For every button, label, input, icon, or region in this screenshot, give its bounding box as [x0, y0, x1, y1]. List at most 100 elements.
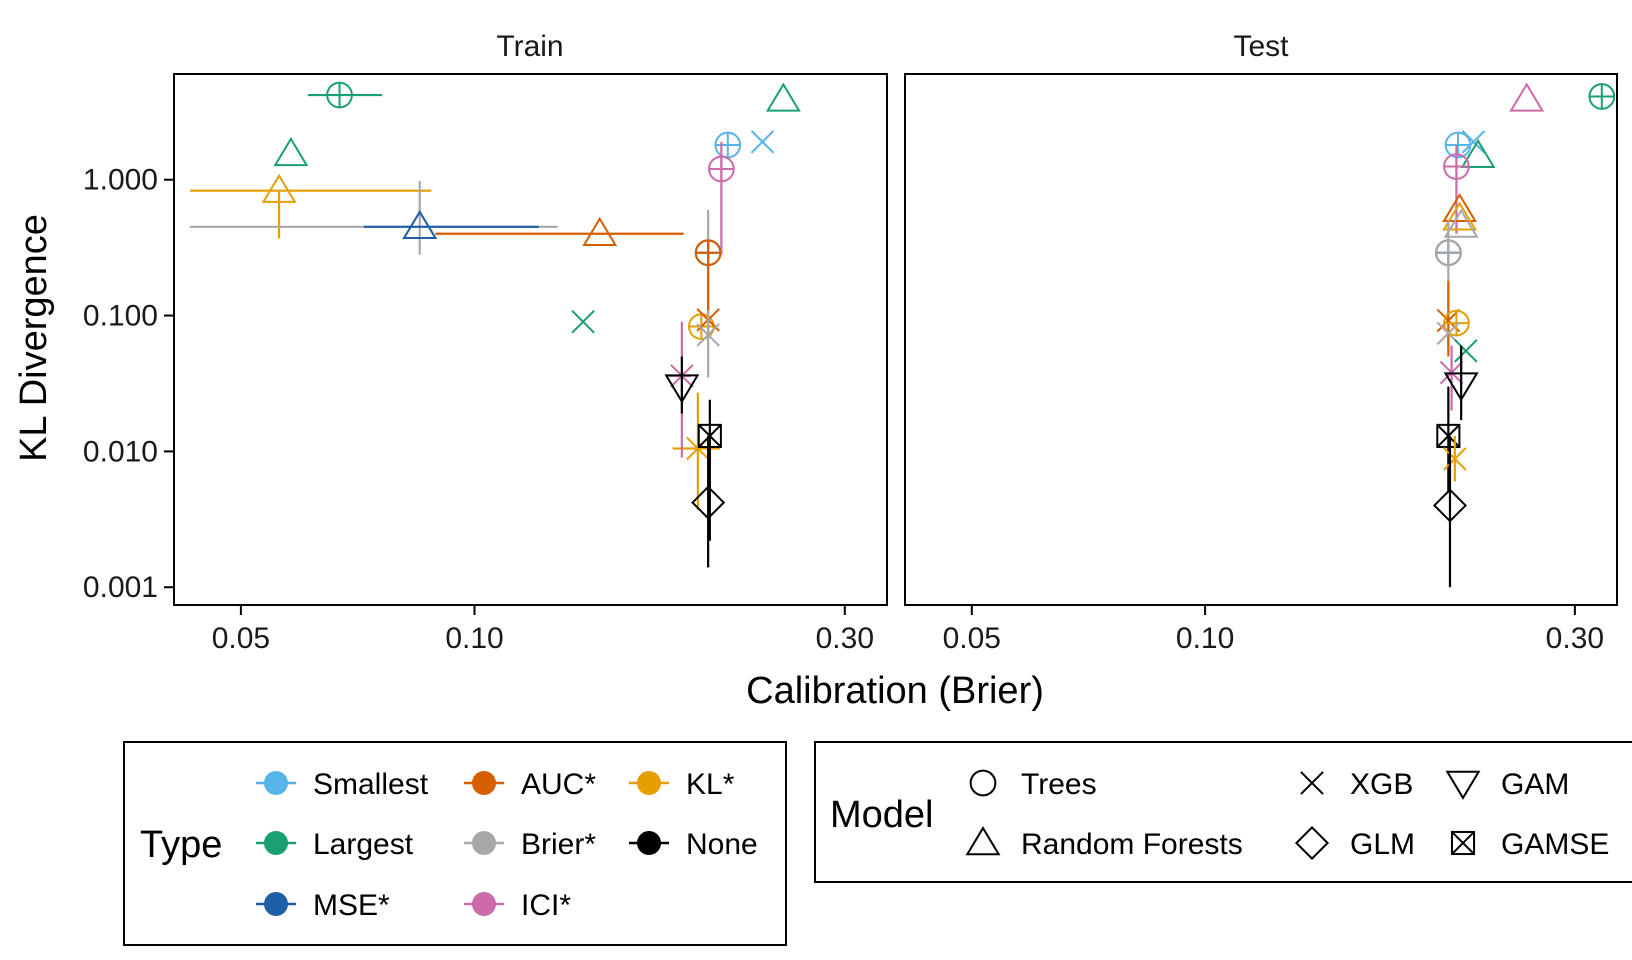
point-train-5-triangle [582, 216, 618, 246]
model-legend-shape-4 [1294, 825, 1330, 861]
panel-train-title: Train [496, 30, 563, 63]
point-train-20-triangle [664, 374, 700, 404]
point-train-21-square [697, 423, 722, 448]
type-legend-dot-0 [264, 771, 288, 795]
x-tick-label-1-1: 0.10 [1176, 622, 1234, 655]
point-test-7 [1442, 201, 1478, 231]
point-test-17-triangle [1443, 372, 1479, 402]
point-train-21 [697, 423, 722, 448]
point-test-15 [1454, 339, 1478, 363]
panel-test-title: Test [1233, 30, 1289, 63]
type-legend-dot-2 [637, 771, 661, 795]
point-test-3 [1461, 130, 1486, 154]
y-tick-label-2: 0.100 [83, 300, 158, 333]
point-train-22 [691, 485, 726, 520]
model-legend-shape-0 [969, 769, 997, 797]
point-train-1-triangle [273, 136, 309, 167]
model-legend-shape-1 [1300, 771, 1324, 795]
point-train-9-b [750, 130, 775, 154]
type-legend-item-2: KL* [629, 768, 735, 801]
model-legend-item-2: GAM [1445, 768, 1569, 801]
model-legend-label-2: GAM [1501, 768, 1569, 801]
point-test-1 [1509, 82, 1545, 112]
type-legend: Smallest AUC* KL* Largest Brier* None MSE* ICI* [256, 768, 758, 922]
type-legend-label-3: Largest [313, 828, 414, 861]
panel-train-frame [173, 73, 888, 606]
model-legend-item-4: GLM [1294, 825, 1415, 861]
point-test-20 [1432, 488, 1467, 523]
point-train-10 [765, 82, 801, 112]
point-test-20-diamond [1432, 488, 1467, 523]
point-test-1-triangle [1509, 82, 1545, 112]
model-legend-shape-0-circle [969, 769, 997, 797]
point-test-8 [1443, 208, 1479, 238]
points-layer [190, 81, 1616, 588]
model-legend-label-0: Trees [1021, 768, 1097, 801]
type-legend-dot-5 [637, 831, 661, 855]
point-test-0 [1588, 83, 1616, 110]
model-legend-label-3: Random Forests [1021, 828, 1243, 861]
point-test-18 [1436, 423, 1461, 448]
model-legend-shape-2 [1445, 770, 1481, 800]
point-train-18-b [696, 323, 720, 347]
point-train-2 [261, 173, 297, 203]
type-legend-dot-1 [472, 771, 496, 795]
type-legend-item-3: Largest [256, 828, 414, 861]
point-train-22-diamond [691, 485, 726, 520]
model-legend-item-3: Random Forests [965, 826, 1243, 861]
point-train-4-triangle [402, 209, 438, 240]
point-test-11 [1434, 239, 1462, 267]
type-legend-label-6: MSE* [313, 889, 390, 922]
point-test-17 [1443, 372, 1479, 402]
model-legend-shape-5-square [1450, 830, 1476, 856]
model-legend-shape-3 [965, 826, 1001, 856]
point-train-4 [402, 209, 438, 240]
point-test-3-b [1461, 130, 1486, 154]
point-train-18 [696, 323, 720, 347]
model-legend-label-1: XGB [1350, 768, 1413, 801]
point-test-5 [1443, 153, 1470, 180]
model-legend-shape-1-b [1300, 771, 1324, 795]
point-train-5 [582, 216, 618, 246]
x-tick-label-0-0: 0.05 [212, 622, 270, 655]
type-legend-label-2: KL* [686, 768, 735, 801]
panel-test-frame [904, 73, 1618, 606]
y-tick-label-1: 0.010 [83, 435, 158, 468]
point-test-4-triangle [1460, 138, 1496, 168]
point-train-0 [326, 81, 353, 109]
point-test-13 [1443, 309, 1470, 337]
model-legend-label-5: GAMSE [1501, 828, 1609, 861]
type-legend-title: Type [140, 824, 222, 866]
x-tick-label-1-2: 0.30 [1546, 622, 1604, 655]
model-legend-item-0: Trees [969, 768, 1097, 801]
point-test-15-b [1454, 339, 1478, 363]
point-train-15 [694, 239, 722, 267]
point-train-6 [571, 310, 595, 334]
point-train-2-triangle [261, 173, 297, 203]
type-legend-label-4: Brier* [521, 828, 596, 861]
point-test-19 [1443, 447, 1467, 471]
type-legend-item-5: None [629, 828, 758, 861]
point-test-6-triangle [1442, 192, 1478, 223]
point-train-9 [750, 130, 775, 154]
type-legend-box [123, 741, 787, 946]
type-legend-label-7: ICI* [521, 889, 571, 922]
y-tick-label-0: 0.001 [83, 571, 158, 604]
point-train-20 [664, 374, 700, 404]
point-test-14-b [1436, 321, 1461, 346]
y-axis-title: KL Divergence [13, 214, 55, 462]
type-legend-dot-4 [472, 831, 496, 855]
model-legend-item-5: GAMSE [1450, 828, 1609, 861]
point-test-18-b [1436, 424, 1461, 448]
model-legend: Trees XGB GAM Random Forests GLM GAMSE [965, 768, 1609, 861]
model-legend-shape-3-triangle [965, 826, 1001, 856]
x-tick-label-1-0: 0.05 [943, 622, 1001, 655]
point-train-1 [273, 136, 309, 167]
type-legend-item-6: MSE* [256, 889, 390, 922]
type-legend-item-7: ICI* [464, 889, 571, 922]
model-legend-shape-5-b [1451, 831, 1475, 855]
model-legend-label-4: GLM [1350, 828, 1415, 861]
model-legend-title: Model [830, 794, 934, 836]
model-legend-shape-5 [1450, 830, 1476, 856]
